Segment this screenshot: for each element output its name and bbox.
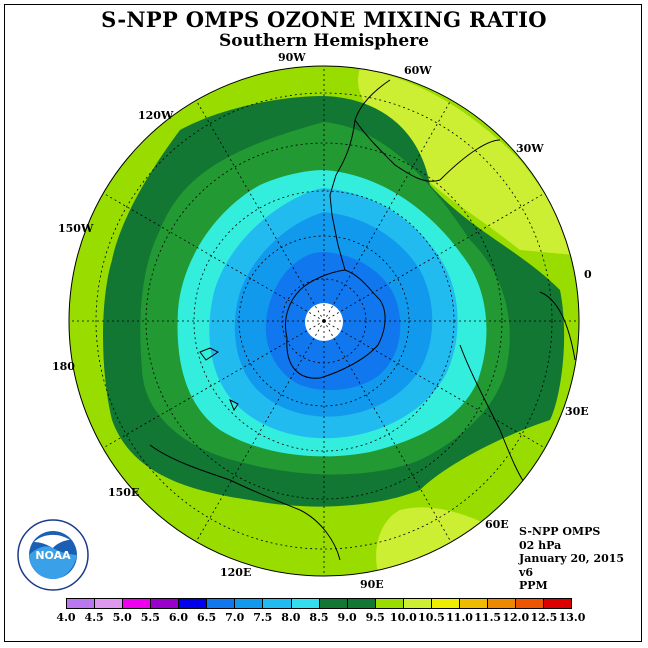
lon-label-90e: 90E [360, 578, 384, 591]
colorbar-tick-label: 10.0 [389, 611, 417, 624]
colorbar-swatch [67, 599, 96, 608]
colorbar-swatch [291, 599, 320, 608]
colorbar-tick-label: 9.0 [337, 611, 357, 624]
colorbar-swatch [235, 599, 264, 608]
colorbar-tick-label: 6.0 [168, 611, 189, 624]
info-instrument: S-NPP OMPS [519, 525, 601, 538]
figure-title: S-NPP OMPS OZONE MIXING RATIO [101, 7, 547, 32]
info-date: January 20, 2015 [519, 552, 625, 565]
colorbar-tick-label: 6.5 [196, 611, 217, 624]
colorbar-swatch [123, 599, 152, 608]
info-units: PPM [519, 579, 548, 592]
lon-label-150e: 150E [108, 486, 139, 499]
colorbar-tick-label: 8.0 [281, 611, 301, 624]
colorbar-swatch [487, 599, 516, 608]
colorbar-tick-label: 5.0 [112, 611, 132, 624]
product-info: S-NPP OMPS 02 hPa January 20, 2015 v6 PP… [519, 525, 624, 593]
info-level: 02 hPa [519, 538, 562, 552]
contour-10.0-lobe [358, 68, 575, 255]
colorbar-swatch [319, 599, 348, 608]
colorbar [66, 598, 572, 609]
lon-label-180: 180 [52, 360, 75, 373]
lon-label-30e: 30E [565, 405, 589, 418]
colorbar-swatch [151, 599, 180, 608]
colorbar-swatch [516, 599, 545, 608]
colorbar-ticks: 4.0 4.5 5.0 5.5 6.0 6.5 7.0 7.5 8.0 8.5 9.0 9.5 10.0… [56, 611, 585, 627]
colorbar-swatch [347, 599, 376, 608]
colorbar-tick-label: 4.0 [56, 611, 76, 624]
lon-label-150w: 150W [58, 222, 94, 235]
lon-label-120e: 120E [220, 566, 251, 579]
noaa-logo-text: NOAA [35, 549, 71, 562]
colorbar-tick-label: 11.0 [446, 611, 473, 624]
colorbar-tick-label: 4.5 [84, 611, 104, 624]
coastlines [149, 79, 576, 561]
colorbar-swatch [459, 599, 488, 608]
map-boundary [68, 65, 580, 577]
colorbar-tick-label: 12.0 [502, 611, 530, 624]
colorbar-swatch [544, 599, 572, 608]
lon-label-60w: 60W [404, 64, 432, 77]
lon-label-0: 0 [584, 268, 592, 281]
colorbar-tick-label: 8.5 [309, 611, 329, 624]
lon-label-60e: 60E [485, 518, 509, 531]
figure-frame [4, 4, 642, 642]
colorbar-tick-label: 10.5 [418, 611, 445, 624]
lon-label-30w: 30W [516, 142, 544, 155]
colorbar-tick-label: 9.5 [365, 611, 385, 624]
colorbar-tick-label: 7.5 [253, 611, 273, 624]
figure-subtitle: Southern Hemisphere [219, 31, 429, 51]
colorbar-swatch [431, 599, 460, 608]
colorbar-swatch [263, 599, 292, 608]
colorbar-tick-label: 12.5 [530, 611, 558, 624]
colorbar-swatch [403, 599, 432, 608]
colorbar-swatch [95, 599, 124, 608]
colorbar-swatch [375, 599, 404, 608]
info-version: v6 [519, 565, 534, 579]
colorbar-tick-label: 5.5 [140, 611, 160, 624]
colorbar-swatch [179, 599, 208, 608]
lon-label-120w: 120W [138, 109, 174, 122]
colorbar-swatch [207, 599, 236, 608]
noaa-logo: NOAA [17, 519, 89, 591]
colorbar-tick-label: 7.0 [225, 611, 245, 624]
lon-label-90w: 90W [278, 51, 306, 64]
colorbar-tick-label: 13.0 [558, 611, 586, 624]
colorbar-tick-label: 11.5 [474, 611, 502, 624]
